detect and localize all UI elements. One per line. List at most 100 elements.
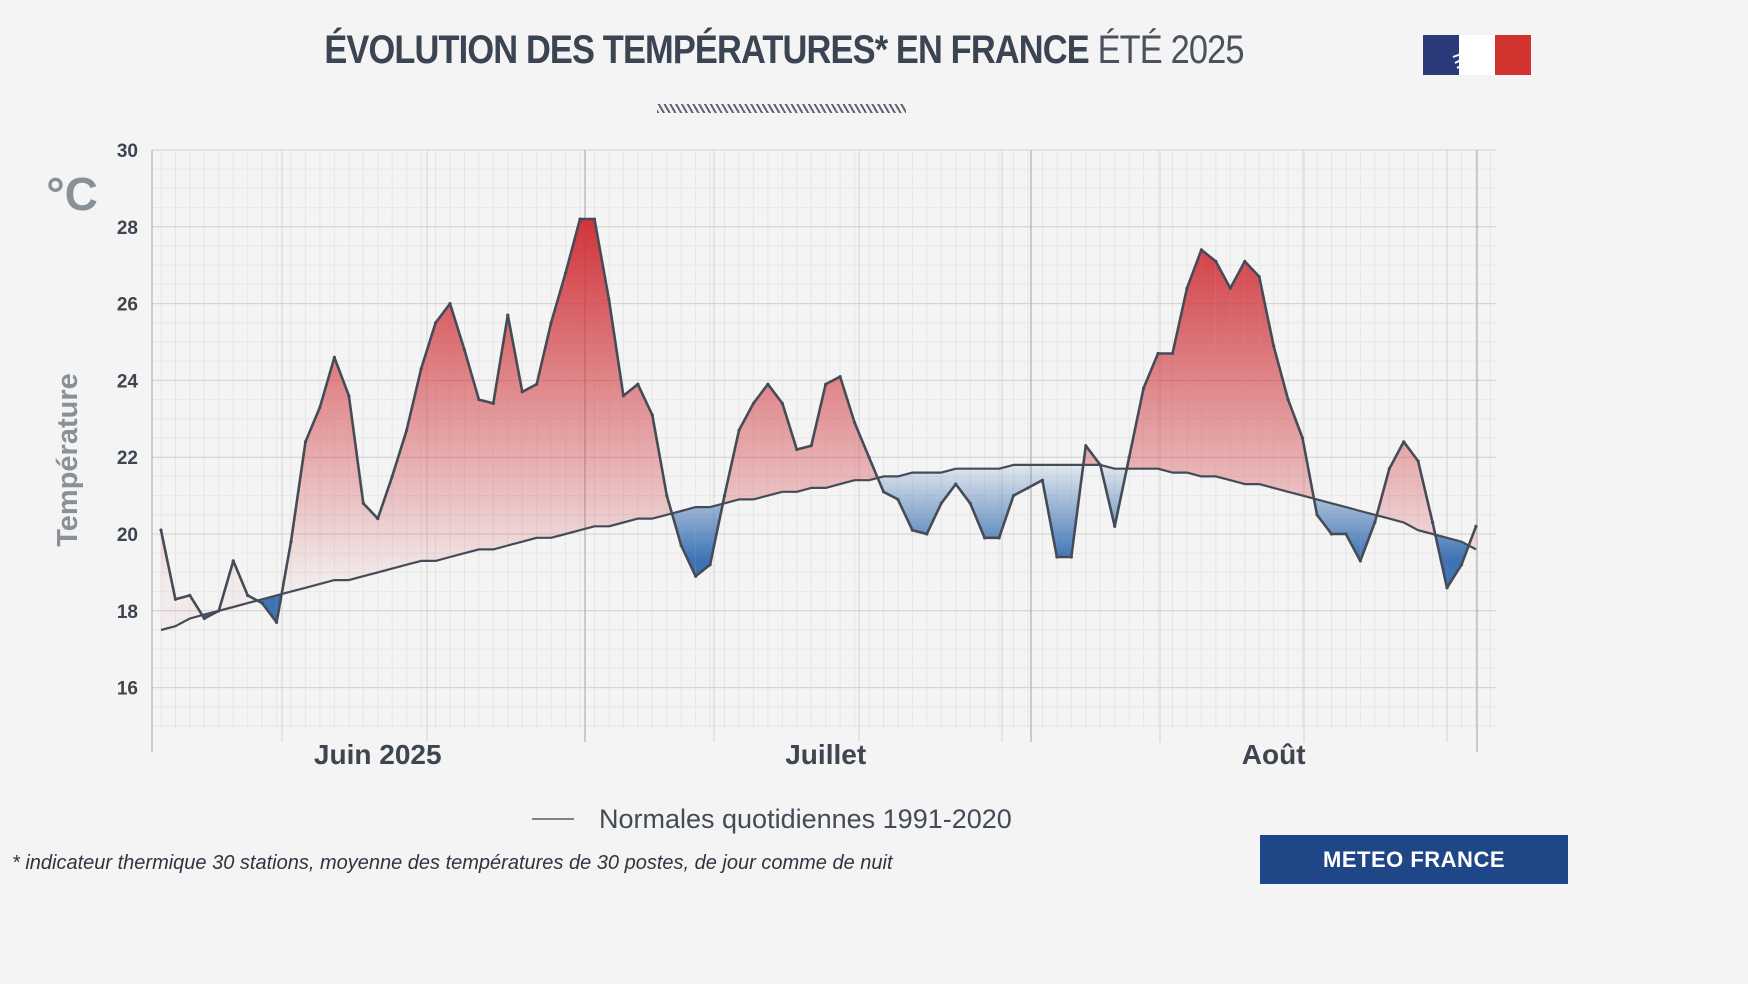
anomaly-below-segment	[681, 507, 696, 577]
anomaly-above-segment	[522, 384, 537, 542]
anomaly-above-segment	[392, 430, 407, 569]
anomaly-above-segment	[1288, 399, 1303, 496]
data-point	[1214, 259, 1218, 263]
y-tick-label: 16	[117, 679, 138, 700]
anomaly-above-segment	[319, 357, 335, 584]
data-point	[1286, 398, 1290, 402]
data-point	[910, 528, 915, 532]
anomaly-above-segment	[478, 399, 494, 550]
anomaly-above-segment	[348, 395, 364, 581]
data-point	[1387, 467, 1391, 471]
data-point	[217, 609, 221, 613]
anomaly-below-segment	[999, 464, 1014, 538]
data-point	[520, 390, 524, 394]
data-point	[1084, 444, 1088, 448]
data-point	[751, 401, 756, 406]
y-tick-label: 18	[117, 602, 138, 623]
anomaly-above-segment	[450, 303, 465, 558]
data-point	[679, 543, 683, 548]
data-point	[708, 563, 712, 567]
data-point	[694, 574, 698, 578]
data-point	[332, 355, 336, 359]
anomaly-above-segment	[377, 476, 393, 573]
data-point	[361, 501, 365, 505]
anomaly-below-segment	[1345, 507, 1361, 561]
data-point	[1431, 520, 1435, 525]
data-point	[231, 559, 235, 563]
anomaly-above-segment	[1273, 345, 1289, 492]
legend-line-swatch	[532, 818, 574, 820]
anomaly-above-segment	[507, 315, 523, 546]
data-point	[289, 540, 293, 544]
title-season: ÉTÉ 2025	[1097, 28, 1245, 72]
data-point	[1344, 532, 1348, 536]
data-point	[997, 536, 1001, 540]
title-decorative-rule	[657, 104, 906, 113]
anomaly-above-segment	[1186, 249, 1202, 477]
data-point	[1373, 520, 1377, 525]
anomaly-above-segment	[291, 441, 306, 592]
anomaly-below-segment	[926, 472, 942, 534]
anomaly-above-segment	[565, 219, 581, 534]
anomaly-above-segment	[854, 422, 870, 481]
data-point	[1402, 440, 1406, 444]
anomaly-below-segment	[984, 468, 1000, 538]
data-point	[1243, 259, 1247, 263]
data-point	[260, 601, 264, 605]
title-main: ÉVOLUTION DES TEMPÉRATURES* EN FRANCE	[324, 28, 1089, 72]
data-point	[1113, 524, 1117, 528]
x-month-label: Août	[1242, 739, 1306, 770]
anomaly-above-segment	[1172, 288, 1187, 473]
temperature-2025-line	[159, 217, 1478, 624]
data-point	[867, 455, 871, 459]
data-point	[1358, 559, 1362, 563]
anomaly-above-segment	[421, 322, 436, 561]
data-point	[737, 428, 741, 432]
anomaly-below-segment	[1331, 503, 1346, 534]
data-point	[1272, 344, 1276, 348]
anomaly-below-segment	[912, 472, 927, 534]
data-point	[1156, 351, 1160, 356]
data-point	[1026, 486, 1030, 490]
data-point	[1127, 455, 1131, 459]
data-point	[665, 494, 669, 498]
data-point	[621, 394, 626, 398]
anomaly-below-segment	[1056, 464, 1072, 558]
anomaly-above-segment	[551, 272, 566, 538]
anomaly-above-segment	[796, 445, 812, 492]
anomaly-above-segment	[493, 315, 508, 550]
anomaly-above-segment	[782, 403, 797, 492]
data-point	[925, 532, 929, 536]
y-axis-ticks: 16 18 20 22 24 26 28 30	[117, 141, 139, 700]
data-point	[1185, 286, 1189, 290]
data-point	[650, 413, 654, 417]
anomaly-below-segment	[1013, 464, 1028, 496]
anomaly-above-segment	[536, 322, 552, 538]
legend: Normales quotidiennes 1991-2020	[532, 800, 1012, 838]
anomaly-above-segment	[1201, 249, 1216, 477]
data-point	[549, 321, 553, 325]
data-point	[722, 494, 727, 498]
y-axis-unit: °C	[46, 168, 98, 220]
anomaly-above-segment	[1215, 261, 1231, 481]
data-point	[1098, 463, 1102, 467]
anomaly-below-segment	[897, 472, 913, 531]
data-point	[1416, 459, 1420, 463]
anomaly-above-segment	[825, 376, 841, 488]
data-point	[303, 440, 308, 444]
chart-title: ÉVOLUTION DES TEMPÉRATURES* EN FRANCE ÉT…	[110, 24, 1458, 76]
anomaly-above-segment	[1244, 261, 1260, 485]
data-point	[896, 497, 900, 502]
data-point	[881, 490, 886, 494]
data-point	[433, 321, 438, 325]
anomaly-below-segment	[955, 468, 971, 504]
anomaly-above-segment	[1230, 261, 1245, 485]
anomaly-above-segment	[1158, 353, 1173, 473]
y-tick-label: 30	[117, 141, 138, 162]
x-axis-month-labels: Juin 2025 Juillet Août	[314, 739, 1306, 770]
series-lines	[159, 217, 1478, 632]
republique-francaise-logo	[1423, 35, 1531, 75]
data-point	[1329, 532, 1334, 536]
anomaly-above-segment	[753, 384, 768, 500]
data-point	[188, 593, 192, 598]
